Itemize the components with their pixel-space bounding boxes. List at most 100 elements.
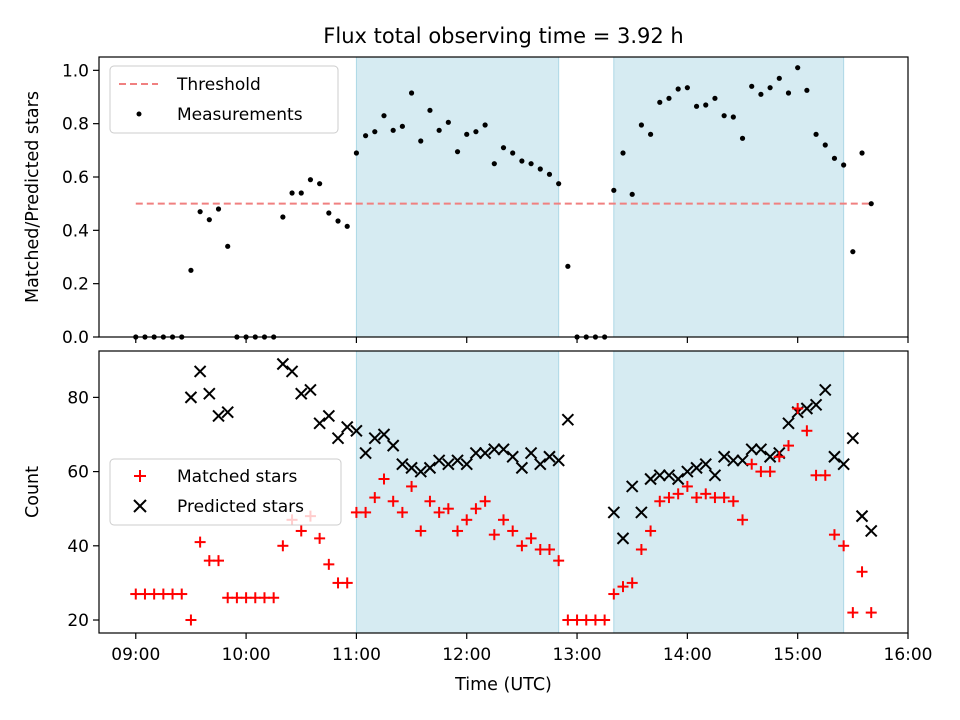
- predicted-stroke: [203, 387, 216, 400]
- matched-point: [663, 492, 675, 504]
- predicted-stroke: [295, 387, 308, 400]
- predicted-point: [368, 431, 382, 445]
- predicted-stroke: [405, 461, 418, 475]
- predicted-stroke: [304, 383, 317, 397]
- measurement-point: [684, 85, 690, 91]
- predicted-point: [607, 506, 621, 519]
- predicted-stroke: [524, 446, 538, 460]
- predicted-stroke: [331, 431, 345, 445]
- measurement-point: [657, 99, 663, 105]
- measurement-point: [427, 107, 433, 113]
- predicted-point: [524, 446, 538, 460]
- predicted-point: [708, 469, 722, 482]
- predicted-stroke: [469, 446, 483, 460]
- matched-point: [222, 592, 234, 604]
- measurement-point: [703, 102, 709, 108]
- matched-point: [167, 588, 179, 600]
- y-tick-label: 0.4: [62, 221, 89, 241]
- predicted-stroke: [561, 413, 575, 426]
- predicted-point: [442, 457, 455, 471]
- top-ticks: 0.0 0.2 0.4 0.6 0.8 1.0: [62, 61, 909, 348]
- measurement-point: [611, 187, 617, 193]
- bottom-panel: 20 40 60 80 09:00 10:00 11:00 12:00 13:00 14:00 15…: [23, 350, 933, 695]
- matched-point: [139, 588, 151, 600]
- y-tick-label: 60: [67, 463, 89, 483]
- matched-point: [452, 525, 464, 537]
- matched-point: [534, 544, 546, 556]
- predicted-stroke: [681, 465, 694, 478]
- matched-point: [681, 480, 693, 492]
- predicted-point: [819, 383, 832, 397]
- predicted-point: [782, 417, 795, 430]
- matched-point: [130, 588, 142, 600]
- predicted-point: [745, 443, 758, 456]
- measurement-point: [822, 142, 828, 148]
- predicted-stroke: [819, 383, 832, 397]
- measurement-point: [454, 149, 461, 155]
- matched-point: [635, 544, 647, 556]
- top-observing-windows: [355, 56, 845, 338]
- matched-point: [589, 614, 601, 626]
- measurement-point: [776, 75, 782, 81]
- matched-point: [828, 529, 840, 541]
- matched-point: [314, 532, 326, 544]
- measurement-point: [307, 177, 314, 183]
- predicted-stroke: [809, 398, 823, 412]
- measurement-point: [629, 191, 635, 197]
- matched-point: [810, 469, 822, 481]
- predicted-stroke: [368, 431, 382, 445]
- measurement-point: [868, 201, 874, 207]
- measurement-point: [739, 135, 746, 141]
- y-tick-label: 0.8: [62, 115, 89, 135]
- matched-point: [240, 592, 252, 604]
- matched-point: [213, 555, 225, 567]
- measurement-point: [206, 217, 212, 223]
- matched-point: [865, 607, 877, 619]
- x-tick-label: 14:00: [663, 645, 712, 665]
- predicted-stroke: [782, 417, 795, 430]
- measurement-point: [408, 90, 415, 96]
- predicted-point: [423, 461, 437, 475]
- measurement-point: [565, 263, 571, 269]
- legend-predicted-swatch: [133, 499, 147, 513]
- predicted-stroke: [534, 457, 547, 471]
- predicted-stroke: [377, 428, 391, 441]
- measurement-point: [215, 206, 222, 212]
- predicted-point: [699, 457, 712, 471]
- predicted-point: [497, 443, 510, 456]
- predicted-stroke: [727, 454, 740, 467]
- predicted-stroke: [322, 409, 336, 423]
- predicted-stroke: [506, 450, 519, 463]
- predicted-stroke: [414, 465, 427, 478]
- predicted-stroke: [644, 472, 657, 486]
- predicted-point: [543, 450, 556, 463]
- matched-point: [277, 540, 289, 552]
- measurement-point: [399, 123, 405, 129]
- matched-point: [553, 555, 565, 567]
- predicted-point: [414, 465, 427, 478]
- matched-point: [350, 506, 362, 518]
- observing-window: [613, 350, 845, 634]
- measurement-point: [436, 127, 442, 133]
- matched-point: [341, 577, 353, 589]
- predicted-stroke: [846, 431, 860, 445]
- y-tick-label: 80: [67, 388, 89, 408]
- predicted-point: [386, 439, 400, 452]
- measurement-point: [500, 145, 507, 151]
- matched-point: [626, 577, 638, 589]
- measurement-point: [859, 150, 865, 156]
- measurement-point: [317, 181, 323, 187]
- matched-point: [396, 506, 408, 518]
- x-tick-label: 12:00: [442, 645, 491, 665]
- matched-points: [130, 403, 877, 626]
- bottom-axes-frame: [98, 350, 909, 634]
- predicted-stroke: [221, 406, 234, 419]
- bottom-y-axis-label: Count: [23, 466, 43, 518]
- predicted-stroke: [763, 450, 777, 463]
- matched-point: [433, 506, 445, 518]
- y-tick-label: 1.0: [62, 61, 89, 81]
- matched-point: [746, 458, 758, 470]
- predicted-point: [865, 524, 878, 538]
- predicted-stroke: [855, 509, 869, 523]
- bottom-legend-box: [109, 458, 342, 526]
